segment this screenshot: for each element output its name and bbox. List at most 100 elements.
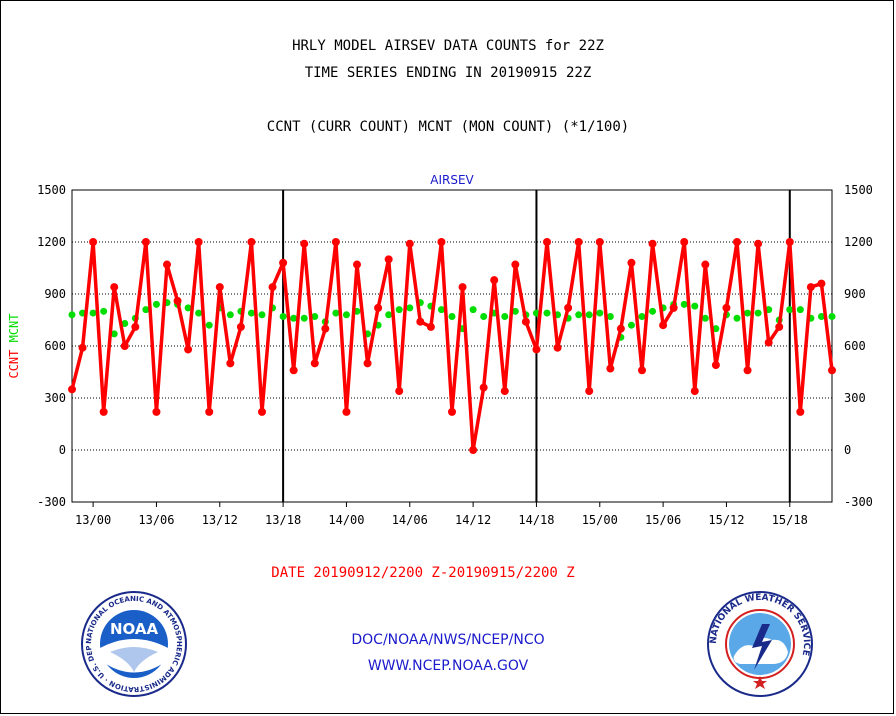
- y-tick-label-left: 300: [44, 391, 66, 405]
- noaa-logo: NATIONAL OCEANIC AND ATMOSPHERIC ADMINIS…: [80, 590, 187, 697]
- data-point-ccnt: [141, 238, 150, 246]
- data-point-mcnt: [100, 307, 108, 315]
- data-point-ccnt: [152, 407, 161, 416]
- y-tick-label-left: 1200: [37, 235, 66, 249]
- data-point-mcnt: [712, 325, 720, 333]
- data-point-mcnt: [627, 321, 635, 329]
- data-point-ccnt: [606, 364, 615, 373]
- data-point-mcnt: [585, 311, 593, 319]
- y-tick-label-right: 1500: [844, 183, 873, 197]
- data-point-ccnt: [384, 255, 393, 264]
- x-tick-label: 15/18: [772, 513, 808, 527]
- data-point-ccnt: [416, 317, 425, 326]
- data-point-ccnt: [754, 239, 763, 248]
- y-axis-label-ccnt: CCNT: [7, 342, 21, 378]
- data-point-mcnt: [680, 300, 688, 308]
- x-tick-label: 13/06: [138, 513, 174, 527]
- data-point-mcnt: [448, 313, 456, 321]
- x-tick-label: 13/12: [202, 513, 238, 527]
- data-point-ccnt: [648, 239, 657, 248]
- data-point-mcnt: [638, 313, 646, 321]
- data-point-ccnt: [215, 283, 224, 292]
- data-point-ccnt: [395, 387, 404, 396]
- data-point-mcnt: [406, 304, 414, 312]
- data-point-ccnt: [458, 283, 467, 292]
- y-tick-label-right: 900: [844, 287, 866, 301]
- x-tick-label: 14/12: [455, 513, 491, 527]
- data-point-mcnt: [110, 330, 118, 338]
- data-point-mcnt: [596, 309, 604, 317]
- data-point-ccnt: [722, 303, 731, 312]
- series-line-ccnt: [70, 240, 834, 452]
- y-tick-label-right: 300: [844, 391, 866, 405]
- data-point-ccnt: [205, 407, 214, 416]
- data-point-ccnt: [194, 238, 203, 246]
- data-point-mcnt: [606, 313, 614, 321]
- data-point-mcnt: [501, 313, 509, 321]
- data-point-ccnt: [543, 238, 551, 246]
- data-point-ccnt: [78, 343, 87, 352]
- data-point-ccnt: [595, 238, 604, 246]
- data-point-ccnt: [236, 322, 245, 331]
- data-point-ccnt: [743, 366, 752, 375]
- chart-title-line-1: HRLY MODEL AIRSEV DATA COUNTS for 22Z: [292, 38, 604, 54]
- data-point-ccnt: [627, 258, 636, 267]
- x-axis-date-range: DATE 20190912/2200 Z-20190915/2200 Z: [271, 565, 575, 581]
- chart-title-line-2: TIME SERIES ENDING IN 20190915 22Z: [304, 65, 592, 81]
- y-tick-label-right: 0: [844, 443, 851, 457]
- data-point-ccnt: [553, 343, 562, 352]
- data-point-mcnt: [290, 314, 298, 322]
- data-point-ccnt: [405, 239, 414, 248]
- data-point-mcnt: [744, 309, 752, 317]
- data-point-ccnt: [226, 359, 235, 368]
- data-point-ccnt: [258, 407, 266, 416]
- data-point-mcnt: [796, 306, 804, 314]
- chart-title-line-3: CCNT (CURR COUNT) MCNT (MON COUNT) (*1/1…: [266, 119, 630, 135]
- data-point-ccnt: [448, 407, 456, 416]
- data-point-mcnt: [469, 306, 477, 314]
- data-point-ccnt: [785, 238, 794, 246]
- footer-url[interactable]: WWW.NCEP.NOAA.GOV: [367, 658, 529, 674]
- data-point-ccnt: [99, 407, 108, 416]
- data-point-mcnt: [342, 311, 350, 319]
- data-point-ccnt: [342, 407, 351, 416]
- data-point-mcnt: [300, 314, 308, 322]
- data-point-mcnt: [195, 309, 203, 317]
- data-point-ccnt: [110, 283, 119, 292]
- y-axis-label-mcnt: MCNT: [7, 313, 21, 342]
- data-point-ccnt: [374, 303, 383, 312]
- data-point-mcnt: [511, 307, 519, 315]
- data-point-ccnt: [163, 260, 171, 269]
- data-point-ccnt: [511, 260, 520, 269]
- data-point-mcnt: [395, 306, 403, 314]
- data-point-ccnt: [616, 324, 625, 333]
- plot-area: [71, 189, 833, 503]
- data-point-ccnt: [775, 322, 784, 331]
- data-point-ccnt: [711, 361, 720, 370]
- data-point-ccnt: [68, 385, 76, 394]
- data-point-ccnt: [289, 366, 298, 375]
- data-point-mcnt: [701, 314, 709, 322]
- data-point-ccnt: [796, 407, 805, 416]
- data-point-ccnt: [500, 387, 509, 396]
- data-point-ccnt: [806, 283, 815, 292]
- data-point-ccnt: [363, 359, 372, 368]
- data-point-ccnt: [426, 322, 435, 331]
- data-point-ccnt: [490, 276, 499, 285]
- data-point-mcnt: [311, 313, 319, 321]
- data-point-mcnt: [205, 321, 213, 329]
- data-point-ccnt: [184, 345, 193, 354]
- data-point-ccnt: [521, 317, 530, 326]
- data-point-ccnt: [310, 359, 319, 368]
- data-point-ccnt: [669, 303, 678, 312]
- data-point-mcnt: [649, 307, 657, 315]
- x-tick-label: 15/00: [582, 513, 618, 527]
- x-tick-label: 15/06: [645, 513, 681, 527]
- data-point-ccnt: [564, 303, 573, 312]
- data-point-ccnt: [532, 345, 541, 354]
- data-point-ccnt: [268, 283, 277, 292]
- data-point-mcnt: [226, 311, 234, 319]
- data-point-mcnt: [817, 313, 825, 321]
